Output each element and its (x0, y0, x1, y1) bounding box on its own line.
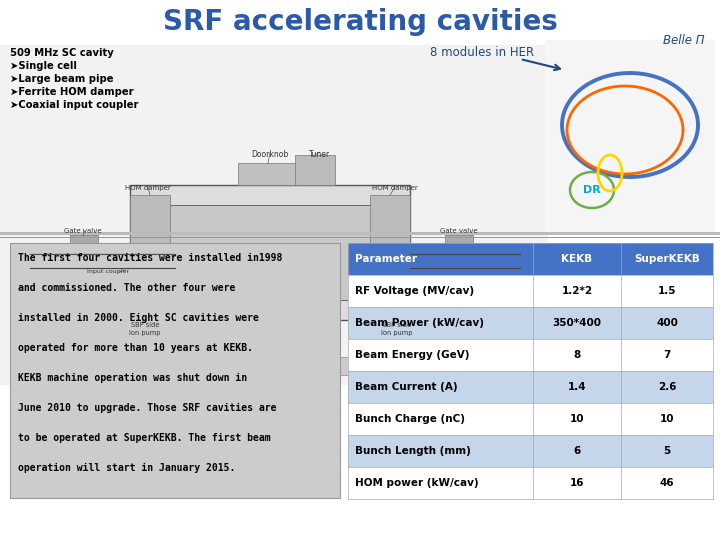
Text: Ion pump: Ion pump (130, 330, 161, 336)
Bar (0, 45, 548, 385)
Text: HOM damper: HOM damper (125, 185, 171, 191)
Bar (533, 371, 621, 403)
Bar (621, 467, 713, 499)
Bar (533, 467, 621, 499)
Text: KEKB machine operation was shut down in: KEKB machine operation was shut down in (18, 373, 247, 383)
Bar (533, 435, 621, 467)
Bar (621, 435, 713, 467)
Text: 6: 6 (573, 446, 580, 456)
Bar (382, 320, 412, 357)
Text: operation will start in January 2015.: operation will start in January 2015. (18, 463, 235, 473)
Text: Bunch Length (mm): Bunch Length (mm) (355, 446, 471, 456)
Text: installed in 2000. Eight SC cavities were: installed in 2000. Eight SC cavities wer… (18, 313, 259, 323)
Text: Input coupler: Input coupler (87, 269, 129, 274)
Text: SuperKEKB: SuperKEKB (634, 254, 700, 264)
Text: 46: 46 (660, 478, 675, 488)
Bar (621, 307, 713, 339)
Bar (295, 155, 335, 185)
Bar (130, 195, 170, 245)
Bar (621, 339, 713, 371)
Bar (348, 403, 533, 435)
Bar (230, 320, 310, 357)
Text: to be operated at SuperKEKB. The first beam: to be operated at SuperKEKB. The first b… (18, 433, 271, 443)
Text: Bunch Charge (nC): Bunch Charge (nC) (355, 414, 465, 424)
Bar (348, 243, 533, 275)
Text: SBP side: SBP side (131, 322, 159, 328)
Bar (238, 163, 303, 185)
Bar (533, 275, 621, 307)
Text: Gate valve: Gate valve (64, 228, 102, 234)
Text: Beam Current (A): Beam Current (A) (355, 382, 458, 392)
Text: operated for more than 10 years at KEKB.: operated for more than 10 years at KEKB. (18, 343, 253, 353)
Text: HOM damper: HOM damper (372, 185, 418, 191)
FancyBboxPatch shape (10, 243, 340, 498)
Text: 2.6: 2.6 (658, 382, 676, 392)
Bar (533, 403, 621, 435)
Bar (533, 307, 621, 339)
Text: RF Voltage (MV/cav): RF Voltage (MV/cav) (355, 286, 474, 296)
Text: HOM power (kW/cav): HOM power (kW/cav) (355, 478, 479, 488)
Text: ➤Coaxial input coupler: ➤Coaxial input coupler (10, 100, 138, 110)
Bar (533, 339, 621, 371)
Bar (130, 320, 160, 357)
FancyBboxPatch shape (130, 185, 410, 320)
Text: Beam Energy (GeV): Beam Energy (GeV) (355, 350, 469, 360)
Text: Tuner: Tuner (310, 150, 330, 159)
Bar (348, 275, 533, 307)
Bar (621, 275, 713, 307)
Text: 5: 5 (663, 446, 670, 456)
Text: and commissioned. The other four were: and commissioned. The other four were (18, 283, 235, 293)
Bar (348, 371, 533, 403)
Bar (70, 235, 98, 275)
Text: 8 modules in HER: 8 modules in HER (430, 46, 534, 59)
Text: SRF accelerating cavities: SRF accelerating cavities (163, 8, 557, 36)
Bar (370, 195, 410, 245)
Text: ➤Large beam pipe: ➤Large beam pipe (10, 74, 114, 84)
Text: 1.2*2: 1.2*2 (562, 286, 593, 296)
Text: LBP side: LBP side (383, 322, 411, 328)
Text: 350*400: 350*400 (552, 318, 601, 328)
Text: 10: 10 (570, 414, 584, 424)
Bar (0, 237, 720, 238)
Text: 1.5: 1.5 (658, 286, 676, 296)
Text: The first four cavities were installed in1998: The first four cavities were installed i… (18, 253, 282, 263)
Bar (348, 339, 533, 371)
Text: 8: 8 (573, 350, 580, 360)
Text: Doorknob: Doorknob (251, 150, 289, 159)
Bar (533, 243, 621, 275)
Bar (348, 467, 533, 499)
Text: DR: DR (583, 185, 601, 195)
Text: Beam Power (kW/cav): Beam Power (kW/cav) (355, 318, 484, 328)
Text: 509 MHz SC cavity: 509 MHz SC cavity (10, 48, 114, 58)
Text: 16: 16 (570, 478, 584, 488)
Bar (621, 243, 713, 275)
Text: Ion pump: Ion pump (382, 330, 413, 336)
Bar (445, 235, 473, 275)
Text: Parameter: Parameter (355, 254, 417, 264)
Bar (348, 307, 533, 339)
Bar (621, 371, 713, 403)
Text: Belle Π: Belle Π (663, 33, 705, 46)
Bar (545, 40, 715, 235)
Bar (348, 435, 533, 467)
Text: 1.4: 1.4 (567, 382, 586, 392)
Text: ➤Single cell: ➤Single cell (10, 61, 77, 71)
Text: KEKB: KEKB (562, 254, 593, 264)
Text: 10: 10 (660, 414, 674, 424)
Bar (125, 252, 137, 282)
Bar (0, 232, 720, 235)
Bar (30, 357, 520, 375)
Text: June 2010 to upgrade. Those SRF cavities are: June 2010 to upgrade. Those SRF cavities… (18, 403, 276, 413)
Text: Gate valve: Gate valve (440, 228, 478, 234)
Bar (621, 403, 713, 435)
Text: ➤Ferrite HOM damper: ➤Ferrite HOM damper (10, 87, 134, 97)
Text: 400: 400 (656, 318, 678, 328)
FancyBboxPatch shape (165, 205, 375, 300)
Text: 7: 7 (663, 350, 671, 360)
